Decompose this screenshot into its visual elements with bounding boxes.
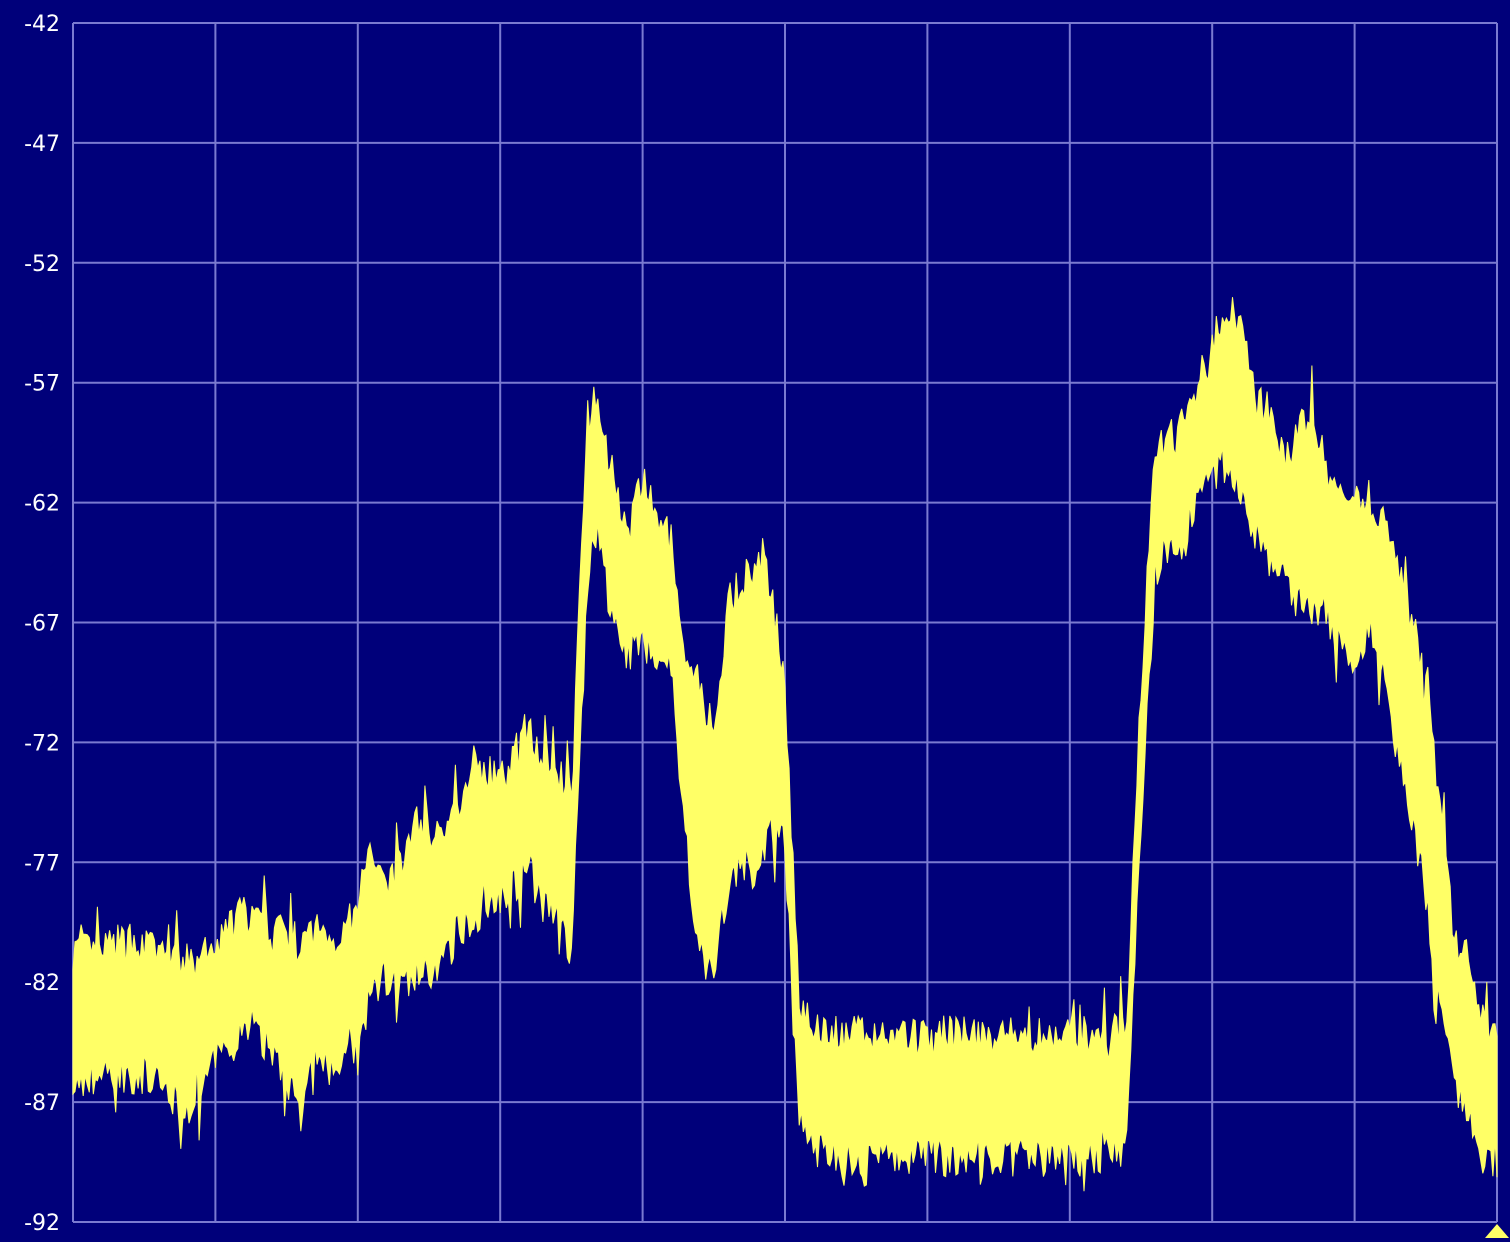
y-tick-label: -72	[24, 731, 60, 756]
y-tick-label: -42	[24, 12, 60, 37]
y-tick-label: -57	[24, 372, 60, 397]
y-tick-label: -52	[24, 252, 60, 277]
y-tick-label: -62	[24, 492, 60, 517]
series-trace-0	[72, 297, 1498, 1192]
triangle-marker-icon[interactable]	[1485, 1224, 1509, 1238]
y-tick-label: -77	[24, 851, 60, 876]
y-tick-label: -92	[24, 1211, 60, 1236]
vertical-gridlines	[72, 23, 1498, 1222]
series-group	[72, 297, 1498, 1192]
y-tick-label: -87	[24, 1091, 60, 1116]
y-tick-label: -47	[24, 132, 60, 157]
y-tick-label: -67	[24, 612, 60, 637]
y-tick-label: -82	[24, 971, 60, 996]
y-axis-tick-labels: -42 -47 -52 -57 -62 -67 -72 -77 -82 -87 -92	[24, 12, 60, 1236]
